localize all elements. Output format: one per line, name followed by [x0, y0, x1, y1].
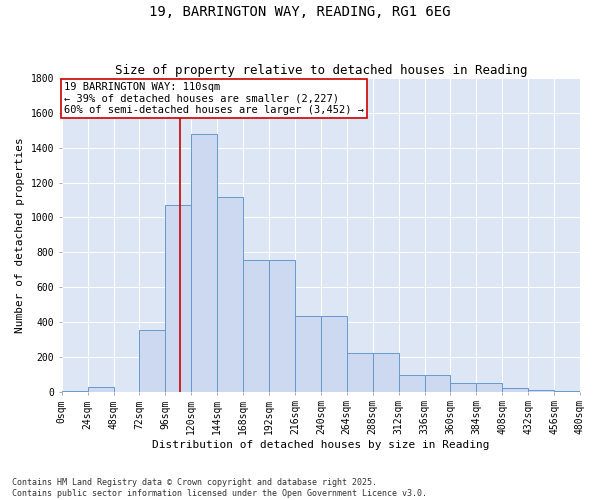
Bar: [321, 316, 347, 392]
Bar: [554, 390, 580, 392]
Bar: [139, 330, 166, 392]
Bar: [451, 384, 476, 392]
Bar: [191, 134, 217, 392]
Bar: [269, 260, 295, 392]
Bar: [528, 390, 554, 392]
Bar: [425, 375, 451, 392]
X-axis label: Distribution of detached houses by size in Reading: Distribution of detached houses by size …: [152, 440, 490, 450]
Bar: [476, 384, 502, 392]
Bar: [88, 387, 113, 392]
Bar: [373, 354, 398, 392]
Text: 19, BARRINGTON WAY, READING, RG1 6EG: 19, BARRINGTON WAY, READING, RG1 6EG: [149, 5, 451, 19]
Bar: [347, 354, 373, 392]
Bar: [398, 375, 425, 392]
Bar: [502, 388, 528, 392]
Text: 19 BARRINGTON WAY: 110sqm
← 39% of detached houses are smaller (2,227)
60% of se: 19 BARRINGTON WAY: 110sqm ← 39% of detac…: [64, 82, 364, 115]
Bar: [243, 260, 269, 392]
Bar: [62, 390, 88, 392]
Y-axis label: Number of detached properties: Number of detached properties: [15, 137, 25, 332]
Text: Contains HM Land Registry data © Crown copyright and database right 2025.
Contai: Contains HM Land Registry data © Crown c…: [12, 478, 427, 498]
Bar: [217, 196, 243, 392]
Bar: [166, 206, 191, 392]
Title: Size of property relative to detached houses in Reading: Size of property relative to detached ho…: [115, 64, 527, 77]
Bar: [295, 316, 321, 392]
